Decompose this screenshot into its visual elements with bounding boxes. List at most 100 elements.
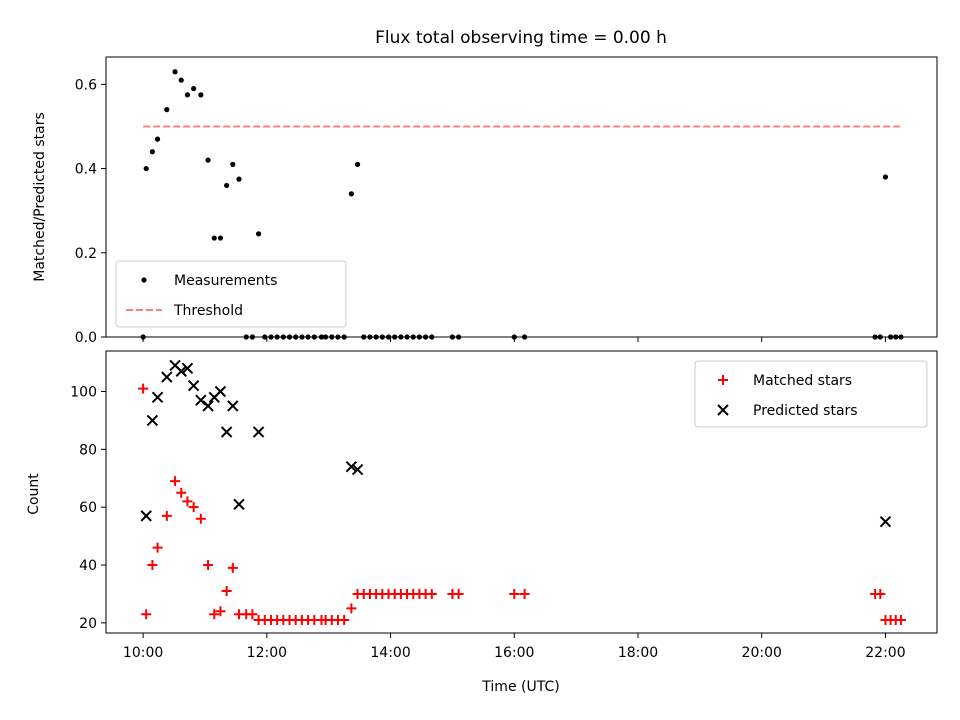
data-point: [404, 334, 410, 340]
data-point: [373, 334, 379, 340]
legend: Matched stars Predicted stars: [694, 360, 928, 428]
data-point: [262, 334, 268, 340]
legend-swatch: [141, 277, 147, 283]
legend-box: [694, 360, 928, 428]
data-point: [361, 334, 367, 340]
data-point: [367, 334, 373, 340]
legend-label: Matched stars: [753, 373, 852, 389]
y-tick-label: 20: [79, 616, 97, 632]
data-point: [247, 609, 258, 620]
data-point: [176, 487, 187, 498]
legend-label: Threshold: [173, 303, 243, 319]
y-tick-label: 100: [70, 384, 97, 400]
data-point: [143, 165, 149, 172]
data-point: [138, 383, 149, 394]
data-point: [172, 69, 178, 75]
data-point: [872, 334, 878, 340]
data-point: [893, 334, 899, 340]
legend-swatch: [718, 375, 728, 385]
data-point: [164, 107, 170, 113]
legend-label: Measurements: [174, 273, 277, 289]
data-point: [249, 334, 256, 340]
data-point: [351, 463, 364, 476]
top-y-axis-label: Matched/Predicted stars: [32, 112, 48, 282]
series-measurements: [140, 69, 904, 340]
data-point: [203, 560, 214, 571]
series-predicted-stars: [140, 359, 892, 528]
data-point: [305, 334, 311, 340]
data-point: [209, 609, 220, 620]
data-point: [888, 334, 894, 340]
data-point: [205, 157, 211, 163]
data-point: [379, 334, 385, 340]
x-tick-label: 10:00: [123, 645, 163, 661]
data-point: [202, 400, 214, 412]
data-point: [511, 334, 517, 340]
data-point: [268, 334, 274, 340]
legend-swatch: [717, 404, 729, 416]
x-axis-label: Time (UTC): [481, 679, 559, 695]
data-point: [154, 136, 161, 142]
plot-frame: [105, 350, 938, 634]
y-tick-label: 60: [79, 500, 97, 516]
data-point: [509, 588, 520, 599]
data-point: [233, 498, 245, 510]
data-point: [898, 334, 904, 340]
top-plot: 0.0 0.2 0.4 0.6 Measurements Threshold: [75, 56, 938, 346]
data-point: [217, 235, 224, 241]
data-point: [170, 476, 181, 487]
legend: Measurements Threshold: [115, 260, 347, 328]
data-point: [227, 562, 238, 573]
data-point: [141, 609, 152, 620]
data-point: [274, 334, 280, 340]
x-tick-label: 22:00: [865, 645, 905, 661]
data-point: [318, 334, 325, 340]
data-point: [323, 334, 329, 340]
data-point: [224, 182, 230, 189]
legend-box: [115, 260, 347, 328]
chart-title: Flux total observing time = 0.00 h: [375, 28, 667, 48]
data-point: [453, 588, 464, 599]
data-point: [280, 334, 286, 340]
x-tick-label: 14:00: [370, 645, 410, 661]
data-point: [161, 371, 173, 383]
data-point: [140, 334, 146, 340]
y-tick-label: 0.4: [75, 162, 97, 178]
data-point: [299, 334, 305, 340]
data-point: [348, 191, 354, 197]
data-point: [146, 414, 159, 427]
data-point: [392, 334, 398, 340]
data-point: [152, 542, 163, 553]
data-point: [293, 334, 299, 340]
data-point: [184, 92, 191, 98]
data-point: [341, 334, 347, 340]
y-tick-label: 40: [79, 558, 97, 574]
data-point: [426, 588, 437, 599]
y-tick-label: 0.2: [75, 246, 97, 262]
data-point: [875, 588, 886, 599]
data-point: [161, 510, 172, 521]
data-point: [521, 334, 528, 340]
data-point: [211, 235, 217, 241]
x-tick-label: 12:00: [247, 645, 287, 661]
data-point: [255, 231, 262, 237]
data-point: [345, 460, 358, 473]
data-point: [230, 161, 236, 167]
x-tick-label: 20:00: [742, 645, 782, 661]
data-point: [243, 334, 249, 340]
data-point: [182, 496, 193, 507]
data-point: [346, 603, 357, 614]
data-point: [335, 334, 341, 340]
data-point: [311, 334, 317, 340]
data-point: [188, 502, 199, 513]
data-point: [519, 588, 530, 599]
data-point: [195, 513, 206, 524]
y-tick-label: 0.6: [75, 77, 97, 93]
data-point: [339, 614, 350, 625]
data-point: [198, 92, 204, 98]
series-matched-stars: [138, 383, 906, 625]
bottom-y-axis-label: Count: [26, 473, 42, 515]
data-point: [195, 394, 207, 406]
data-point: [220, 426, 233, 438]
